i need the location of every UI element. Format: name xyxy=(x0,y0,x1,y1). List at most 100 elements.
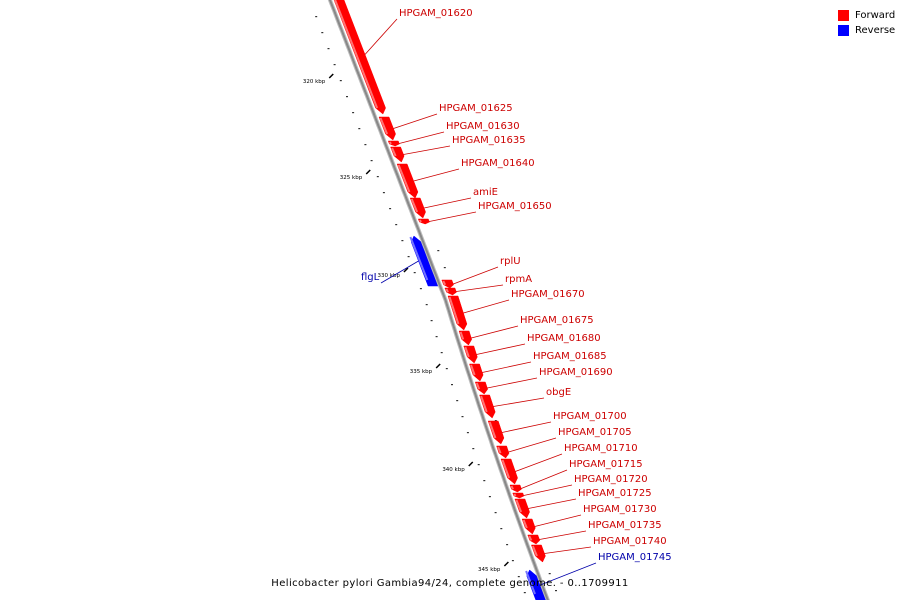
minor-tick xyxy=(435,336,438,338)
minor-tick xyxy=(358,128,361,130)
gene-10 xyxy=(447,295,468,331)
gene-label: HPGAM_01635 xyxy=(452,135,526,146)
minor-tick xyxy=(321,32,324,34)
minor-tick xyxy=(523,592,526,594)
gene-arrow-highlight xyxy=(448,296,460,325)
minor-tick xyxy=(430,320,433,322)
gene-leader-line xyxy=(399,131,445,144)
backbone-shadow xyxy=(327,0,550,600)
minor-tick xyxy=(456,400,459,402)
gene-arrow-highlight xyxy=(513,493,517,497)
gene-19 xyxy=(509,484,522,493)
gene-label: HPGAM_01700 xyxy=(553,411,627,422)
gene-arrow xyxy=(333,0,386,115)
gene-22 xyxy=(521,518,536,535)
minor-tick xyxy=(425,304,428,306)
gene-17 xyxy=(496,445,510,459)
gene-arrow-highlight xyxy=(388,141,392,145)
minor-tick xyxy=(382,192,385,194)
gene-arrow-highlight xyxy=(510,485,514,490)
gene-leader-line xyxy=(534,514,582,527)
gene-arrow-highlight xyxy=(391,147,397,157)
gene-arrow-highlight xyxy=(409,236,429,281)
gene-label: rplU xyxy=(500,256,521,267)
tick-label: 320 kbp xyxy=(303,79,326,85)
legend-label-forward: Forward xyxy=(855,10,896,21)
minor-tick xyxy=(506,544,509,546)
minor-tick xyxy=(517,576,520,578)
legend-label-reverse: Reverse xyxy=(855,25,896,36)
gene-arrow-highlight xyxy=(334,0,379,109)
major-tick xyxy=(403,267,409,273)
gene-leader-line xyxy=(540,562,597,586)
major-tick xyxy=(435,363,441,369)
gene-label: HPGAM_01640 xyxy=(461,158,535,169)
gene-9 xyxy=(444,287,457,296)
gene-label: HPGAM_01715 xyxy=(569,459,643,470)
gene-arrow-highlight xyxy=(480,395,488,413)
gene-7 xyxy=(409,235,439,287)
gene-leader-line xyxy=(476,343,526,355)
major-tick xyxy=(503,561,509,567)
gene-arrow-highlight xyxy=(501,459,511,479)
minor-tick xyxy=(511,560,514,562)
gene-label: HPGAM_01725 xyxy=(578,488,652,499)
gene-12 xyxy=(463,345,478,364)
forward-swatch-icon xyxy=(838,10,849,21)
minor-tick xyxy=(339,80,342,82)
gene-label: HPGAM_01745 xyxy=(598,552,672,563)
minor-tick xyxy=(437,250,440,252)
gene-leader-line xyxy=(463,299,510,314)
gene-16 xyxy=(487,420,505,445)
minor-tick xyxy=(364,144,367,146)
minor-tick xyxy=(315,16,318,18)
gene-leader-line xyxy=(453,266,499,285)
gene-label: rpmA xyxy=(505,274,532,285)
minor-tick xyxy=(461,416,464,418)
tick-label: 325 kbp xyxy=(340,175,363,181)
legend-item-reverse: Reverse xyxy=(838,23,895,38)
gene-arrow-highlight xyxy=(397,164,411,193)
gene-label: HPGAM_01740 xyxy=(593,536,667,547)
gene-leader-line xyxy=(429,211,477,222)
gene-14 xyxy=(474,381,488,395)
legend: Forward Reverse xyxy=(838,8,895,38)
gene-11 xyxy=(458,330,472,346)
minor-tick xyxy=(483,480,486,482)
minor-tick xyxy=(466,432,469,434)
minor-tick xyxy=(440,352,443,354)
gene-8 xyxy=(441,279,454,289)
gene-25 xyxy=(525,569,547,600)
gene-2 xyxy=(387,140,400,147)
gene-arrow-highlight xyxy=(418,219,422,223)
gene-label: HPGAM_01630 xyxy=(446,121,520,132)
gene-leader-line xyxy=(364,18,398,55)
gene-arrow-highlight xyxy=(497,446,502,454)
minor-tick xyxy=(327,48,330,50)
gene-label: HPGAM_01675 xyxy=(520,315,594,326)
gene-label: HPGAM_01730 xyxy=(583,504,657,515)
minor-tick xyxy=(333,64,336,66)
gene-arrow-highlight xyxy=(488,421,497,439)
gene-leader-line xyxy=(508,437,557,453)
gene-label: HPGAM_01735 xyxy=(588,520,662,531)
minor-tick xyxy=(445,368,448,370)
tick-layer: 320 kbp 325 kbp 330 kbp 335 kbp 340 kbp 345 k… xyxy=(303,16,557,594)
gene-18 xyxy=(500,458,518,485)
gene-label: HPGAM_01710 xyxy=(564,443,638,454)
backbone-line xyxy=(328,0,549,600)
minor-tick xyxy=(401,240,404,242)
gene-label: HPGAM_01705 xyxy=(558,427,632,438)
gene-3 xyxy=(390,146,405,163)
gene-label: HPGAM_01680 xyxy=(527,333,601,344)
minor-tick xyxy=(443,267,446,269)
tick-label: 335 kbp xyxy=(410,369,433,375)
gene-leader-line xyxy=(528,498,577,509)
gene-label: HPGAM_01625 xyxy=(439,103,513,114)
minor-tick xyxy=(352,112,355,114)
minor-tick xyxy=(407,256,410,258)
gene-arrow-highlight xyxy=(470,364,476,376)
gene-leader-line xyxy=(482,361,532,373)
backbone-layer xyxy=(327,0,550,600)
